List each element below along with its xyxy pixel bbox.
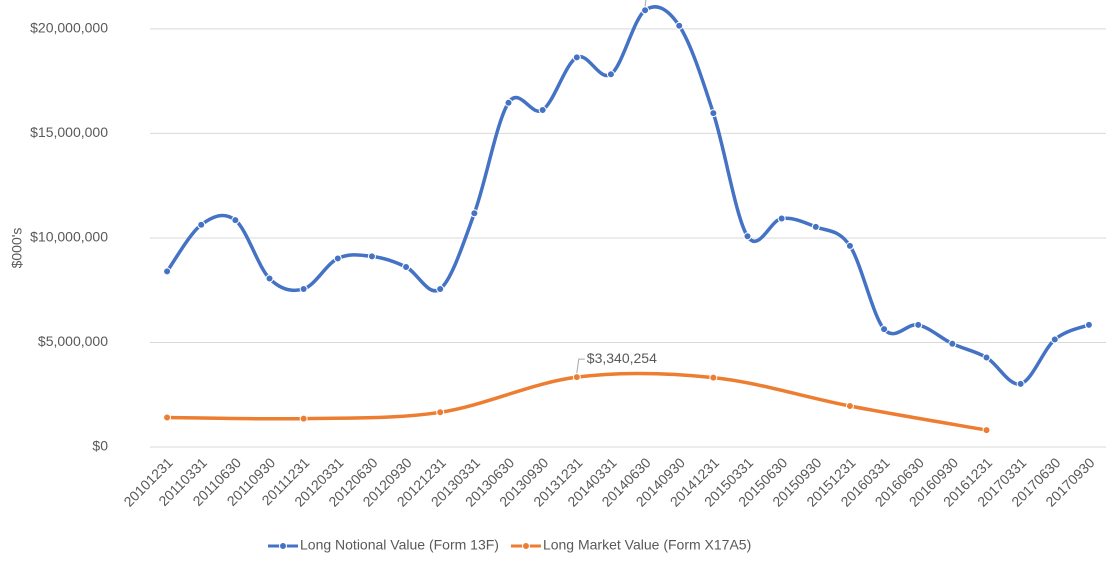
y-tick-label: $0 <box>92 438 108 454</box>
point-marker <box>333 254 342 263</box>
point-marker <box>675 21 684 30</box>
y-tick-label: $20,000,000 <box>30 20 108 36</box>
label-leader <box>576 358 585 374</box>
y-tick-label: $5,000,000 <box>38 333 108 349</box>
point-marker <box>743 232 752 241</box>
point-marker <box>845 241 854 250</box>
series-line <box>165 5 1090 386</box>
point-marker <box>197 220 206 229</box>
point-marker <box>709 109 718 118</box>
point-marker <box>709 373 718 382</box>
y-tick-label: $15,000,000 <box>30 124 108 140</box>
point-marker <box>163 413 172 422</box>
point-marker <box>402 263 411 272</box>
point-marker <box>504 98 513 107</box>
legend-marker <box>521 542 530 550</box>
series-line <box>167 371 987 432</box>
point-marker <box>777 214 786 223</box>
point-marker <box>470 209 479 218</box>
label-leader <box>644 0 647 7</box>
point-marker <box>948 339 957 348</box>
point-marker <box>231 216 240 225</box>
point-marker <box>1016 379 1025 388</box>
point-marker <box>572 373 581 382</box>
point-marker <box>367 252 376 261</box>
point-marker <box>641 6 650 15</box>
legend-label: Long Market Value (Form X17A5) <box>543 537 751 553</box>
point-marker <box>1084 320 1093 329</box>
legend-label: Long Notional Value (Form 13F) <box>300 537 499 553</box>
point-marker <box>538 106 547 115</box>
point-marker <box>1050 335 1059 344</box>
point-marker <box>436 284 445 293</box>
point-marker <box>163 267 172 276</box>
point-marker <box>265 274 274 283</box>
point-marker <box>845 402 854 411</box>
point-marker <box>982 426 991 435</box>
point-marker <box>880 325 889 334</box>
legend-marker <box>279 542 287 550</box>
y-axis-title: $000's <box>9 228 25 269</box>
data-label: $3,340,254 <box>587 350 657 366</box>
point-marker <box>299 414 308 423</box>
point-marker <box>606 70 615 79</box>
point-marker <box>436 408 445 417</box>
point-marker <box>299 284 308 293</box>
point-marker <box>914 320 923 329</box>
point-marker <box>572 53 581 62</box>
point-marker <box>982 353 991 362</box>
y-tick-label: $10,000,000 <box>30 229 108 245</box>
point-marker <box>811 222 820 231</box>
